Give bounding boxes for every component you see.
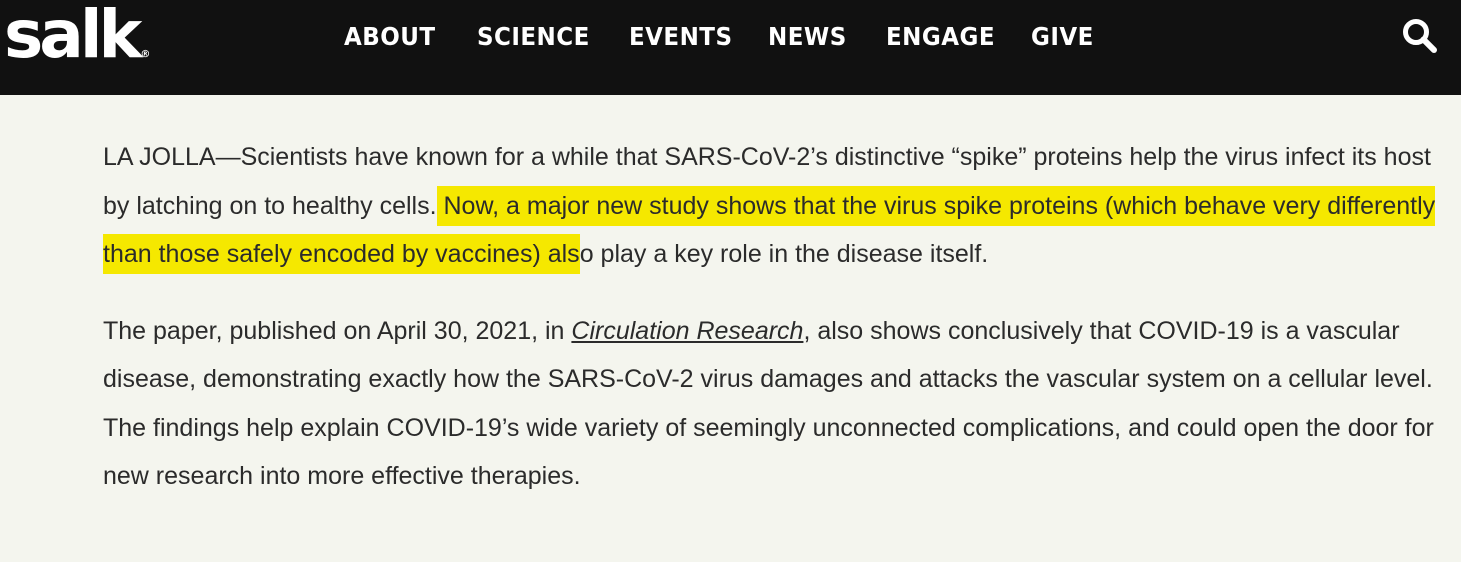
salk-logo[interactable]: salk ®	[4, 2, 150, 68]
search-icon	[1403, 19, 1437, 53]
para1-text-end: o play a key role in the disease itself.	[579, 240, 989, 268]
journal-link[interactable]: Circulation Research	[571, 316, 804, 345]
article-paragraph-1: LA JOLLA—Scientists have known for a whi…	[103, 133, 1453, 279]
article-body: LA JOLLA—Scientists have known for a whi…	[103, 133, 1453, 501]
search-button[interactable]	[1400, 16, 1440, 56]
site-header: salk ® ABOUT SCIENCE EVENTS NEWS ENGAGE G…	[0, 0, 1461, 95]
para2-text: The paper, published on April 30, 2021, …	[103, 316, 572, 345]
article-paragraph-2: The paper, published on April 30, 2021, …	[103, 307, 1453, 501]
registered-mark: ®	[140, 49, 151, 60]
nav-item-about[interactable]: ABOUT	[344, 22, 436, 51]
logo-text: salk	[4, 0, 142, 73]
nav-item-science[interactable]: SCIENCE	[477, 22, 590, 51]
nav-item-give[interactable]: GIVE	[1031, 22, 1094, 51]
nav-item-news[interactable]: NEWS	[768, 22, 847, 51]
main-nav: ABOUT SCIENCE EVENTS NEWS ENGAGE GIVE	[344, 22, 1099, 51]
nav-item-events[interactable]: EVENTS	[629, 22, 733, 51]
nav-item-engage[interactable]: ENGAGE	[886, 22, 995, 51]
para1-text: LA JOLLA—Scientists have known for a whi…	[103, 143, 1431, 220]
para2-text-end: , also shows conclusively that COVID-19 …	[103, 316, 1434, 491]
